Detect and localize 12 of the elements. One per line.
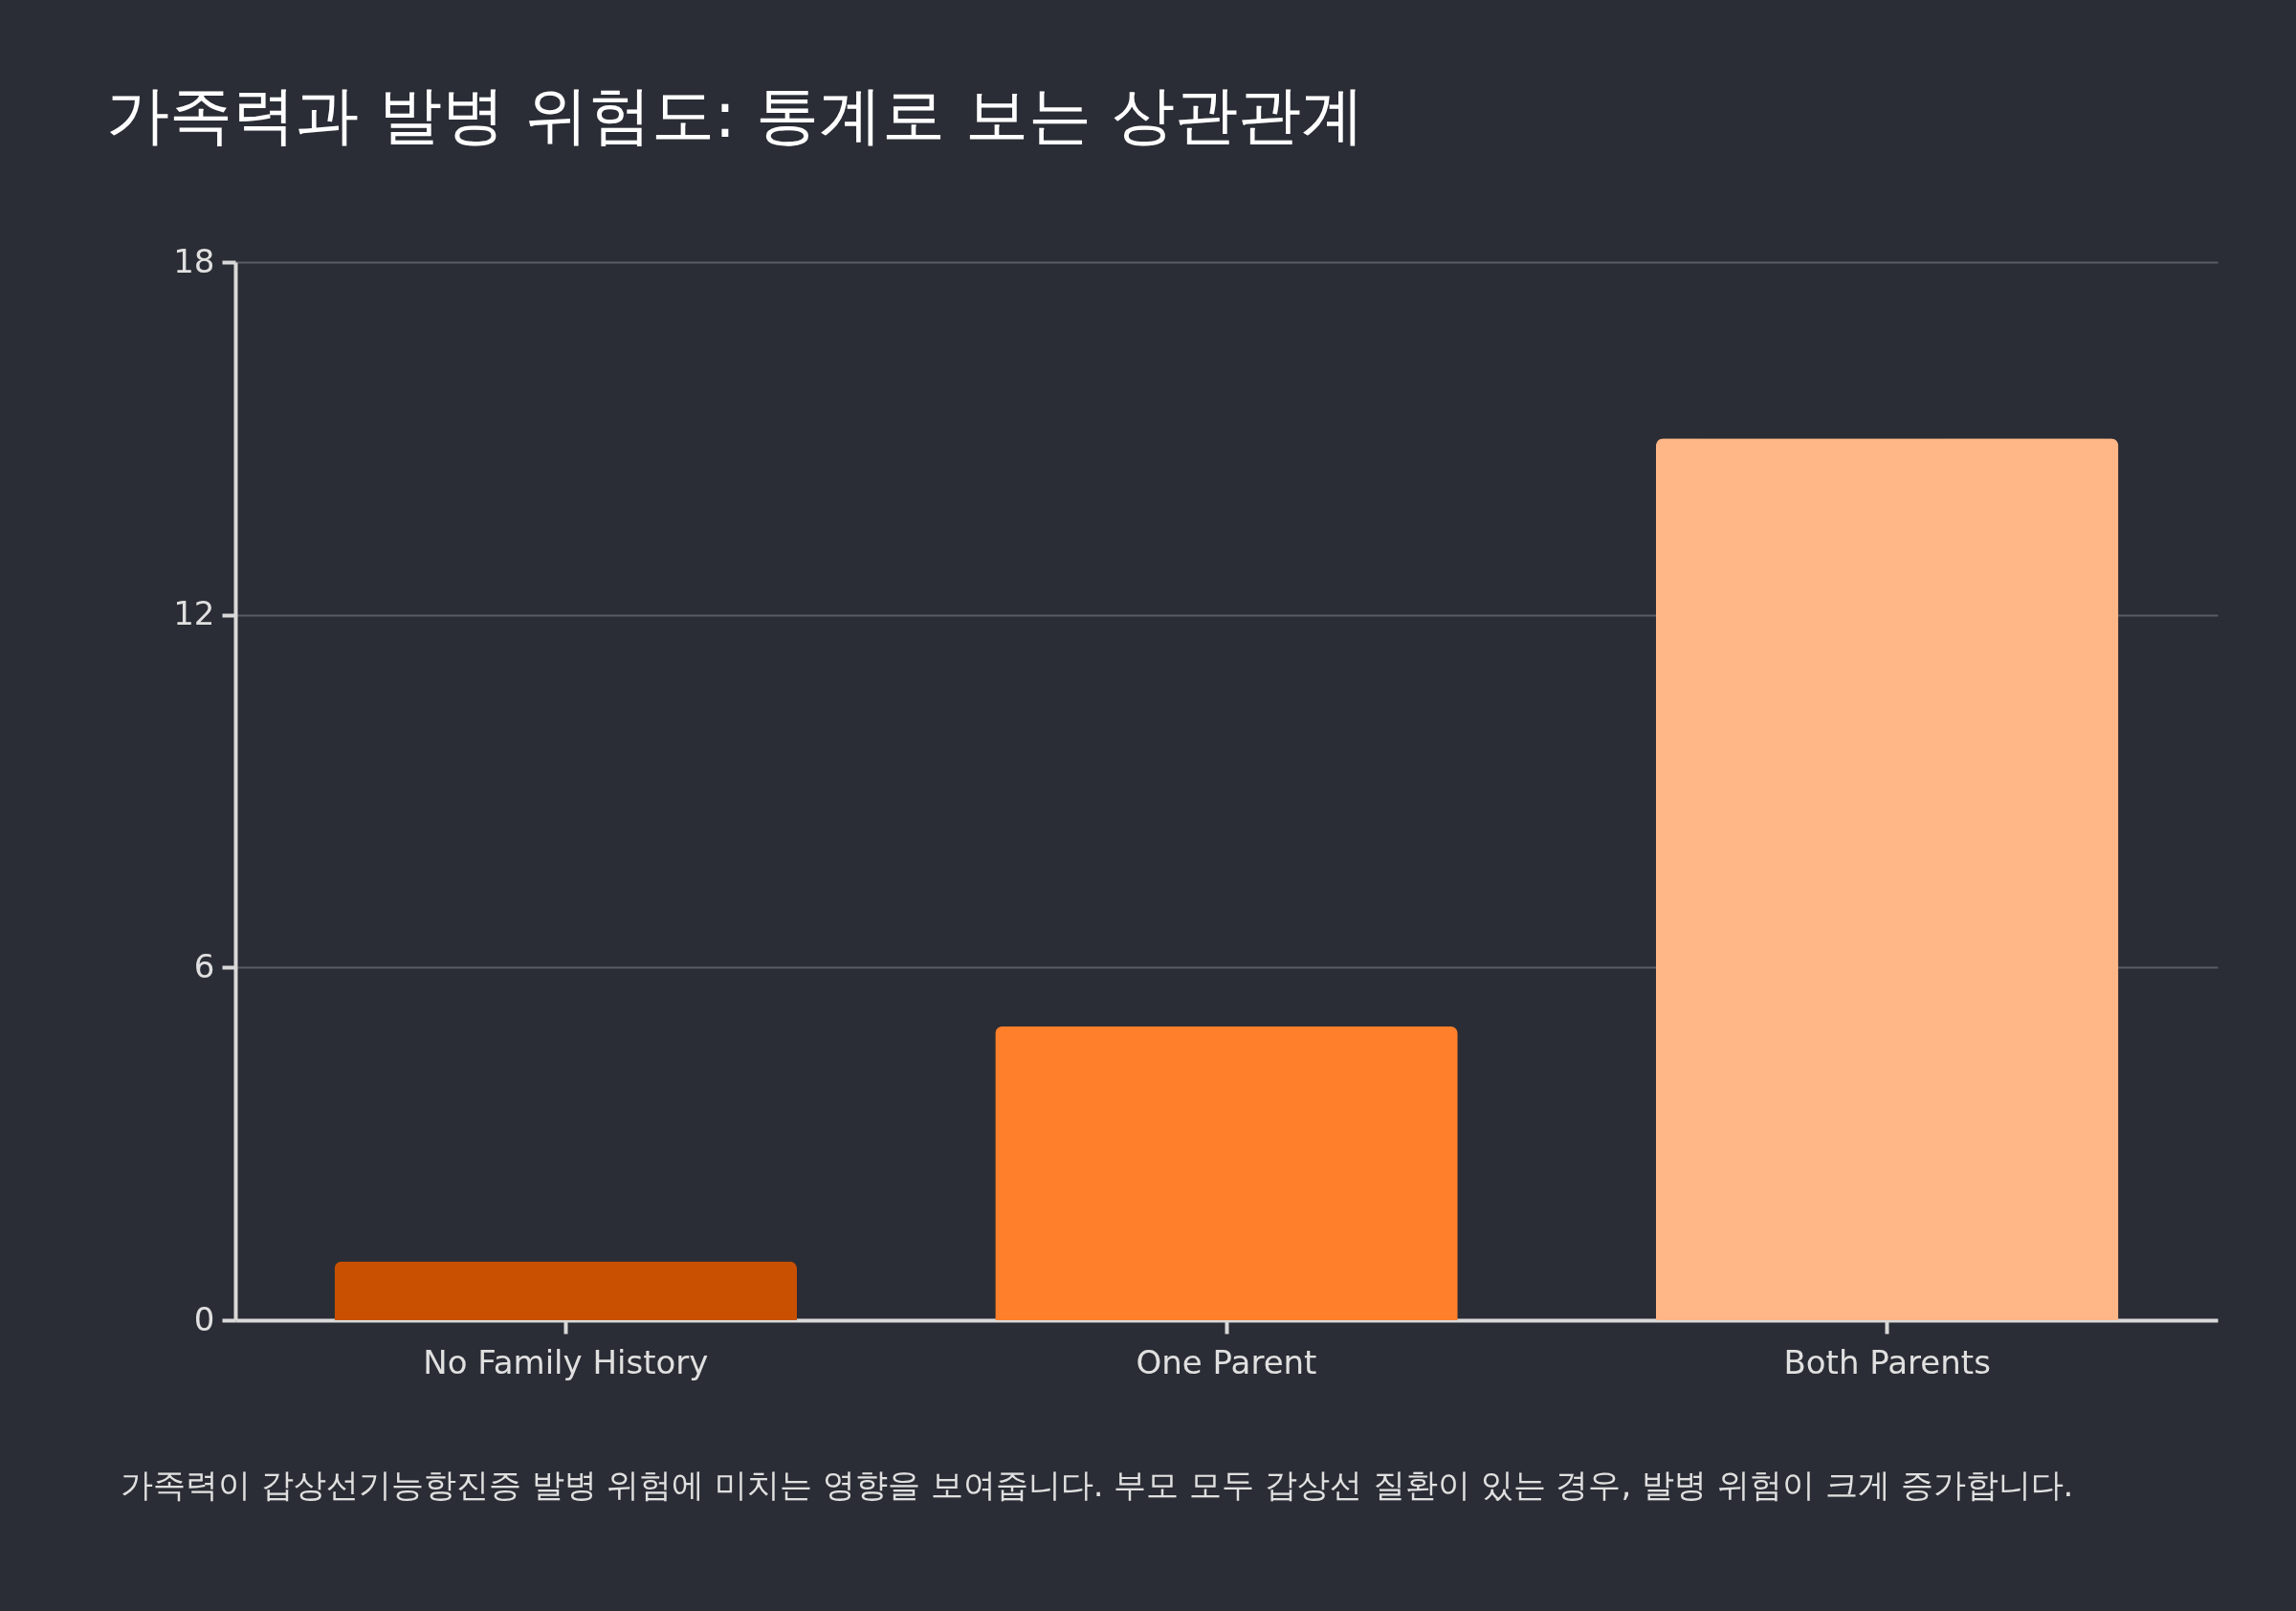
y-tick-label: 12 <box>173 594 215 633</box>
y-tick-label: 18 <box>173 241 215 280</box>
chart-title: 가족력과 발병 위험도: 통계로 보는 상관관계 <box>105 78 1364 152</box>
y-tick-label: 6 <box>193 946 215 985</box>
bar <box>995 1026 1458 1320</box>
bar <box>334 1261 798 1320</box>
x-tick-label: Both Parents <box>1783 1342 1991 1381</box>
text: 가족력이 갑상선기능항진증 발병 위험에 미치는 영향을 보여줍니다. 부모 모두 갑상선 질환이 있는 경우, 발병 위험이 크게 증가합니다. <box>121 1465 2074 1506</box>
y-tick-label: 0 <box>193 1299 215 1338</box>
bar <box>1655 438 2119 1320</box>
x-tick-label: One Parent <box>1136 1342 1317 1381</box>
x-tick-label: No Family History <box>423 1342 709 1381</box>
